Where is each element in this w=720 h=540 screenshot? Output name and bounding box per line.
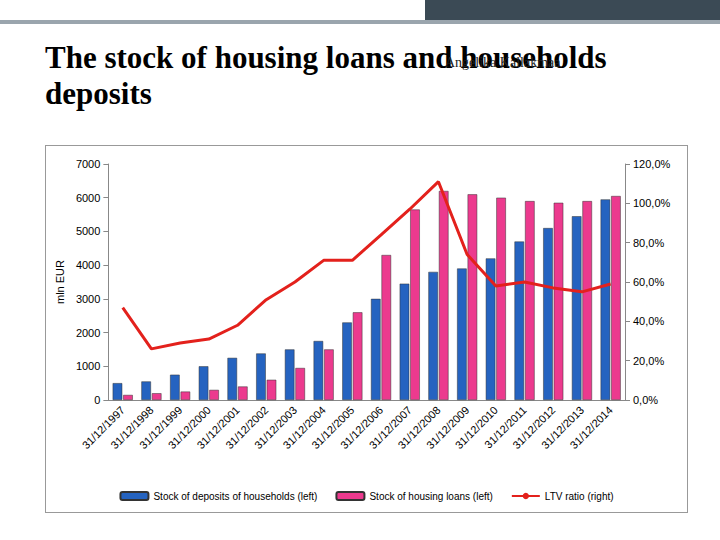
svg-text:4000: 4000 bbox=[76, 259, 100, 271]
svg-text:0: 0 bbox=[94, 394, 100, 406]
svg-text:31/12/1998: 31/12/1998 bbox=[108, 403, 156, 452]
svg-text:31/12/2002: 31/12/2002 bbox=[223, 403, 271, 452]
svg-text:31/12/2006: 31/12/2006 bbox=[337, 403, 386, 452]
svg-text:31/12/2001: 31/12/2001 bbox=[194, 403, 242, 452]
html-text:Angelika Kallakmaa: Angelika Kallakmaa bbox=[445, 55, 561, 70]
svg-text:31/12/2009: 31/12/2009 bbox=[424, 403, 472, 452]
svg-text:31/12/2004: 31/12/2004 bbox=[280, 403, 328, 452]
svg-text:2000: 2000 bbox=[76, 327, 100, 339]
svg-text:LTV ratio (right): LTV ratio (right) bbox=[545, 491, 614, 502]
svg-text:31/12/2007: 31/12/2007 bbox=[366, 403, 414, 452]
svg-text:31/12/1999: 31/12/1999 bbox=[137, 403, 185, 452]
svg-text:31/12/2011: 31/12/2011 bbox=[482, 403, 529, 451]
svg-text:31/12/1997: 31/12/1997 bbox=[79, 403, 127, 452]
svg-text:31/12/2014: 31/12/2014 bbox=[568, 404, 615, 451]
svg-text:31/12/2003: 31/12/2003 bbox=[251, 403, 300, 452]
svg-text:31/12/2008: 31/12/2008 bbox=[395, 403, 443, 452]
svg-text:80,0%: 80,0% bbox=[633, 237, 664, 249]
svg-text:40,0%: 40,0% bbox=[633, 315, 664, 327]
svg-text:31/12/2013: 31/12/2013 bbox=[538, 403, 587, 452]
svg-text:31/12/2010: 31/12/2010 bbox=[452, 403, 501, 452]
html-text:The stock of housing loans and: The stock of housing loans and household… bbox=[45, 40, 607, 111]
svg-text:120,0%: 120,0% bbox=[633, 158, 671, 170]
svg-text:0,0%: 0,0% bbox=[633, 394, 658, 406]
svg-text:31/12/2012: 31/12/2012 bbox=[510, 403, 558, 452]
svg-text:100,0%: 100,0% bbox=[633, 197, 671, 209]
svg-text:60,0%: 60,0% bbox=[633, 276, 664, 288]
svg-text:31/12/2005: 31/12/2005 bbox=[309, 403, 357, 452]
svg-text:Stock of deposits of household: Stock of deposits of households (left) bbox=[153, 491, 317, 502]
svg-text:5000: 5000 bbox=[76, 225, 100, 237]
svg-text:1000: 1000 bbox=[76, 360, 100, 372]
svg-text:6000: 6000 bbox=[76, 192, 100, 204]
svg-text:Stock of housing loans (left): Stock of housing loans (left) bbox=[369, 491, 492, 502]
svg-text:7000: 7000 bbox=[76, 158, 100, 170]
svg-text:3000: 3000 bbox=[76, 293, 100, 305]
svg-text:20,0%: 20,0% bbox=[633, 355, 664, 367]
svg-text:31/12/2000: 31/12/2000 bbox=[165, 403, 214, 452]
svg-text:mln EUR: mln EUR bbox=[54, 260, 66, 304]
